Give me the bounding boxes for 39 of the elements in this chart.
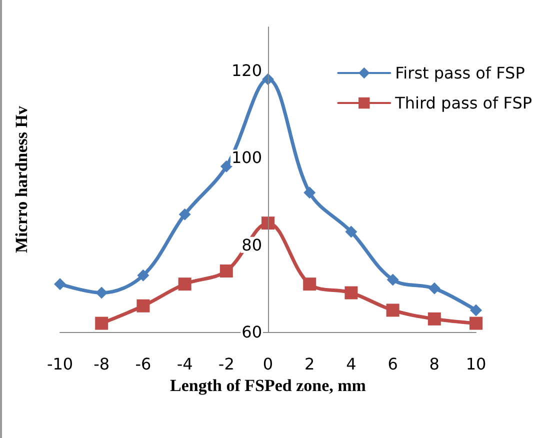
x-tick-label: -2: [218, 354, 234, 374]
point: [304, 186, 316, 199]
point: [470, 316, 482, 330]
x-tick-label: 0: [262, 354, 274, 374]
y-tick-label: 60: [242, 322, 262, 342]
y-tick-label: 100: [231, 148, 262, 168]
point: [470, 304, 482, 316]
point: [178, 278, 192, 291]
point: [303, 278, 316, 291]
x-tick-label: 6: [388, 354, 398, 374]
point: [220, 160, 232, 172]
point: [428, 282, 440, 294]
x-axis-title: Length of FSPed zone, mm: [170, 376, 366, 395]
x-tick-label: -8: [94, 354, 110, 374]
x-tick-label: -10: [46, 354, 74, 374]
x-tick-label: -6: [135, 354, 152, 374]
legend-label: Third pass of FSP: [394, 94, 532, 112]
y-axis-title: Micrro hardness Hv: [12, 106, 31, 254]
x-tick-label: 2: [304, 354, 315, 374]
point: [386, 304, 400, 317]
point: [137, 269, 150, 282]
x-tick-label: 10: [466, 354, 486, 374]
legend-label: First pass of FSP: [395, 64, 526, 82]
x-tick-label: 8: [429, 354, 440, 374]
y-tick-label: 120: [231, 61, 262, 80]
point: [345, 226, 358, 238]
point: [95, 316, 108, 330]
point: [96, 286, 108, 299]
point: [220, 264, 233, 278]
point: [344, 286, 358, 300]
x-tick-label: 4: [346, 354, 356, 374]
point: [136, 299, 150, 312]
point: [178, 208, 191, 220]
point: [54, 278, 66, 290]
y-tick-label: 80: [242, 235, 262, 254]
point: [428, 312, 441, 326]
x-tick-label: -4: [176, 354, 193, 374]
point: [262, 216, 274, 230]
point: [386, 274, 399, 286]
